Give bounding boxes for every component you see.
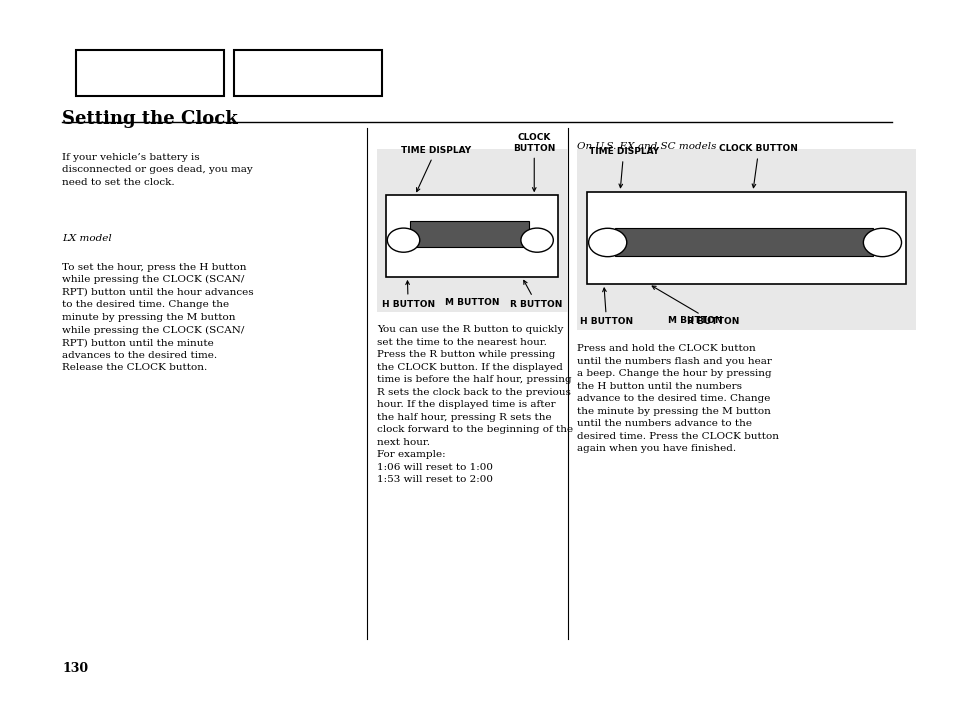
Bar (577, 149, 915, 330)
Circle shape (387, 228, 419, 252)
Circle shape (520, 228, 553, 252)
Bar (615, 228, 872, 256)
Text: You can use the R button to quickly
set the time to the nearest hour.
Press the : You can use the R button to quickly set … (376, 325, 573, 484)
Text: M BUTTON: M BUTTON (444, 298, 499, 307)
Bar (76, 50, 224, 96)
Bar (586, 192, 905, 284)
Text: M BUTTON: M BUTTON (668, 316, 722, 325)
Text: TIME DISPLAY: TIME DISPLAY (588, 147, 659, 187)
Text: CLOCK
BUTTON: CLOCK BUTTON (513, 133, 555, 191)
Bar (376, 149, 567, 312)
Text: TIME DISPLAY: TIME DISPLAY (400, 146, 471, 192)
Text: On U.S. EX and SC models: On U.S. EX and SC models (577, 142, 716, 151)
Bar (386, 195, 558, 277)
Text: LX model: LX model (62, 234, 112, 244)
Bar (410, 221, 529, 247)
Text: If your vehicle’s battery is
disconnected or goes dead, you may
need to set the : If your vehicle’s battery is disconnecte… (62, 153, 253, 187)
Circle shape (588, 228, 626, 256)
Text: R BUTTON: R BUTTON (652, 286, 739, 327)
Text: To set the hour, press the H button
while pressing the CLOCK (SCAN/
RPT) button : To set the hour, press the H button whil… (62, 263, 253, 372)
Bar (233, 50, 381, 96)
Text: H BUTTON: H BUTTON (579, 288, 633, 327)
Text: Press and hold the CLOCK button
until the numbers flash and you hear
a beep. Cha: Press and hold the CLOCK button until th… (577, 344, 779, 454)
Circle shape (862, 228, 901, 256)
Text: R BUTTON: R BUTTON (510, 280, 562, 309)
Text: Setting the Clock: Setting the Clock (62, 110, 237, 128)
Text: CLOCK BUTTON: CLOCK BUTTON (719, 144, 798, 187)
Text: 130: 130 (62, 662, 88, 674)
Text: H BUTTON: H BUTTON (381, 281, 435, 309)
